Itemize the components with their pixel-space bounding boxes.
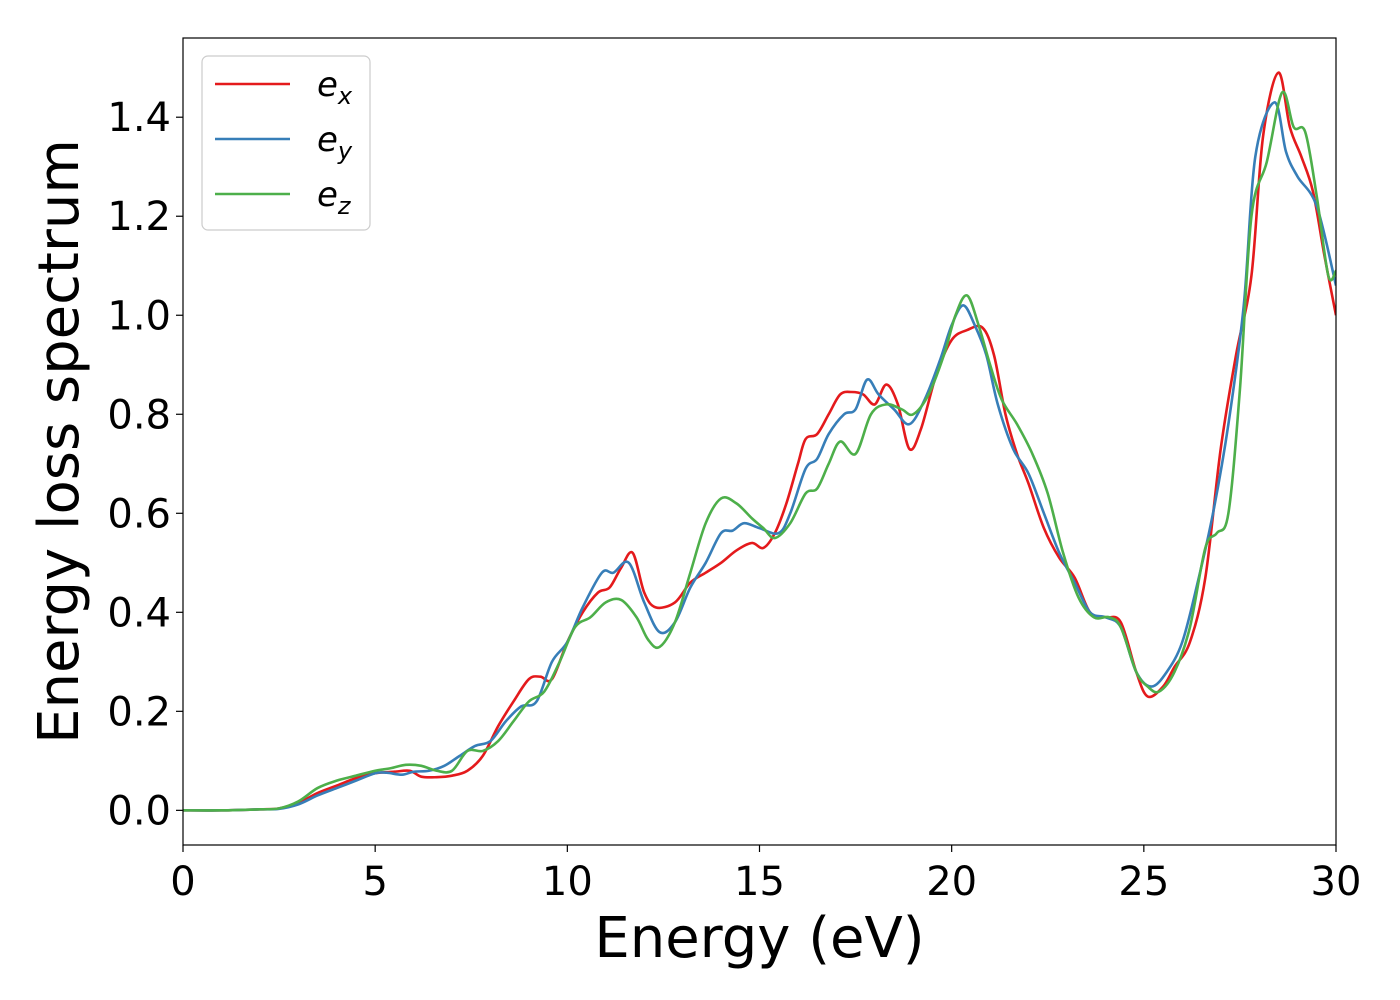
x-tick-label: 25 xyxy=(1118,859,1169,905)
x-tick-label: 15 xyxy=(734,859,785,905)
y-tick-label: 0.4 xyxy=(107,590,171,636)
y-tick-label: 0.2 xyxy=(107,689,171,735)
series-layer xyxy=(183,71,1336,812)
legend: ex ey ez xyxy=(201,55,371,231)
y-tick-label: 0.0 xyxy=(107,788,171,834)
x-tick-label: 0 xyxy=(170,859,195,905)
series-line-ex xyxy=(183,71,1336,812)
y-tick-label: 1.4 xyxy=(107,95,171,141)
series-line-ey xyxy=(183,101,1336,812)
legend-label-ex: ex xyxy=(317,65,353,110)
y-axis-label: Energy loss spectrum xyxy=(27,139,92,744)
x-tick-label: 20 xyxy=(926,859,977,905)
y-tick-label: 0.6 xyxy=(107,491,171,537)
y-axis-ticks: 0.0 0.2 0.4 0.6 0.8 1.0 1.2 1.4 xyxy=(107,95,183,834)
x-axis-label: Energy (eV) xyxy=(594,906,924,971)
legend-label-ey: ey xyxy=(317,120,353,165)
x-tick-label: 10 xyxy=(542,859,593,905)
y-tick-label: 0.8 xyxy=(107,392,171,438)
y-tick-label: 1.0 xyxy=(107,293,171,339)
x-tick-label: 30 xyxy=(1311,859,1362,905)
x-tick-label: 5 xyxy=(362,859,387,905)
legend-label-ez: ez xyxy=(317,175,352,220)
legend-box xyxy=(201,55,371,231)
x-axis-ticks: 0 5 10 15 20 25 30 xyxy=(170,845,1361,905)
y-tick-label: 1.2 xyxy=(107,194,171,240)
series-line-ez xyxy=(183,90,1336,812)
